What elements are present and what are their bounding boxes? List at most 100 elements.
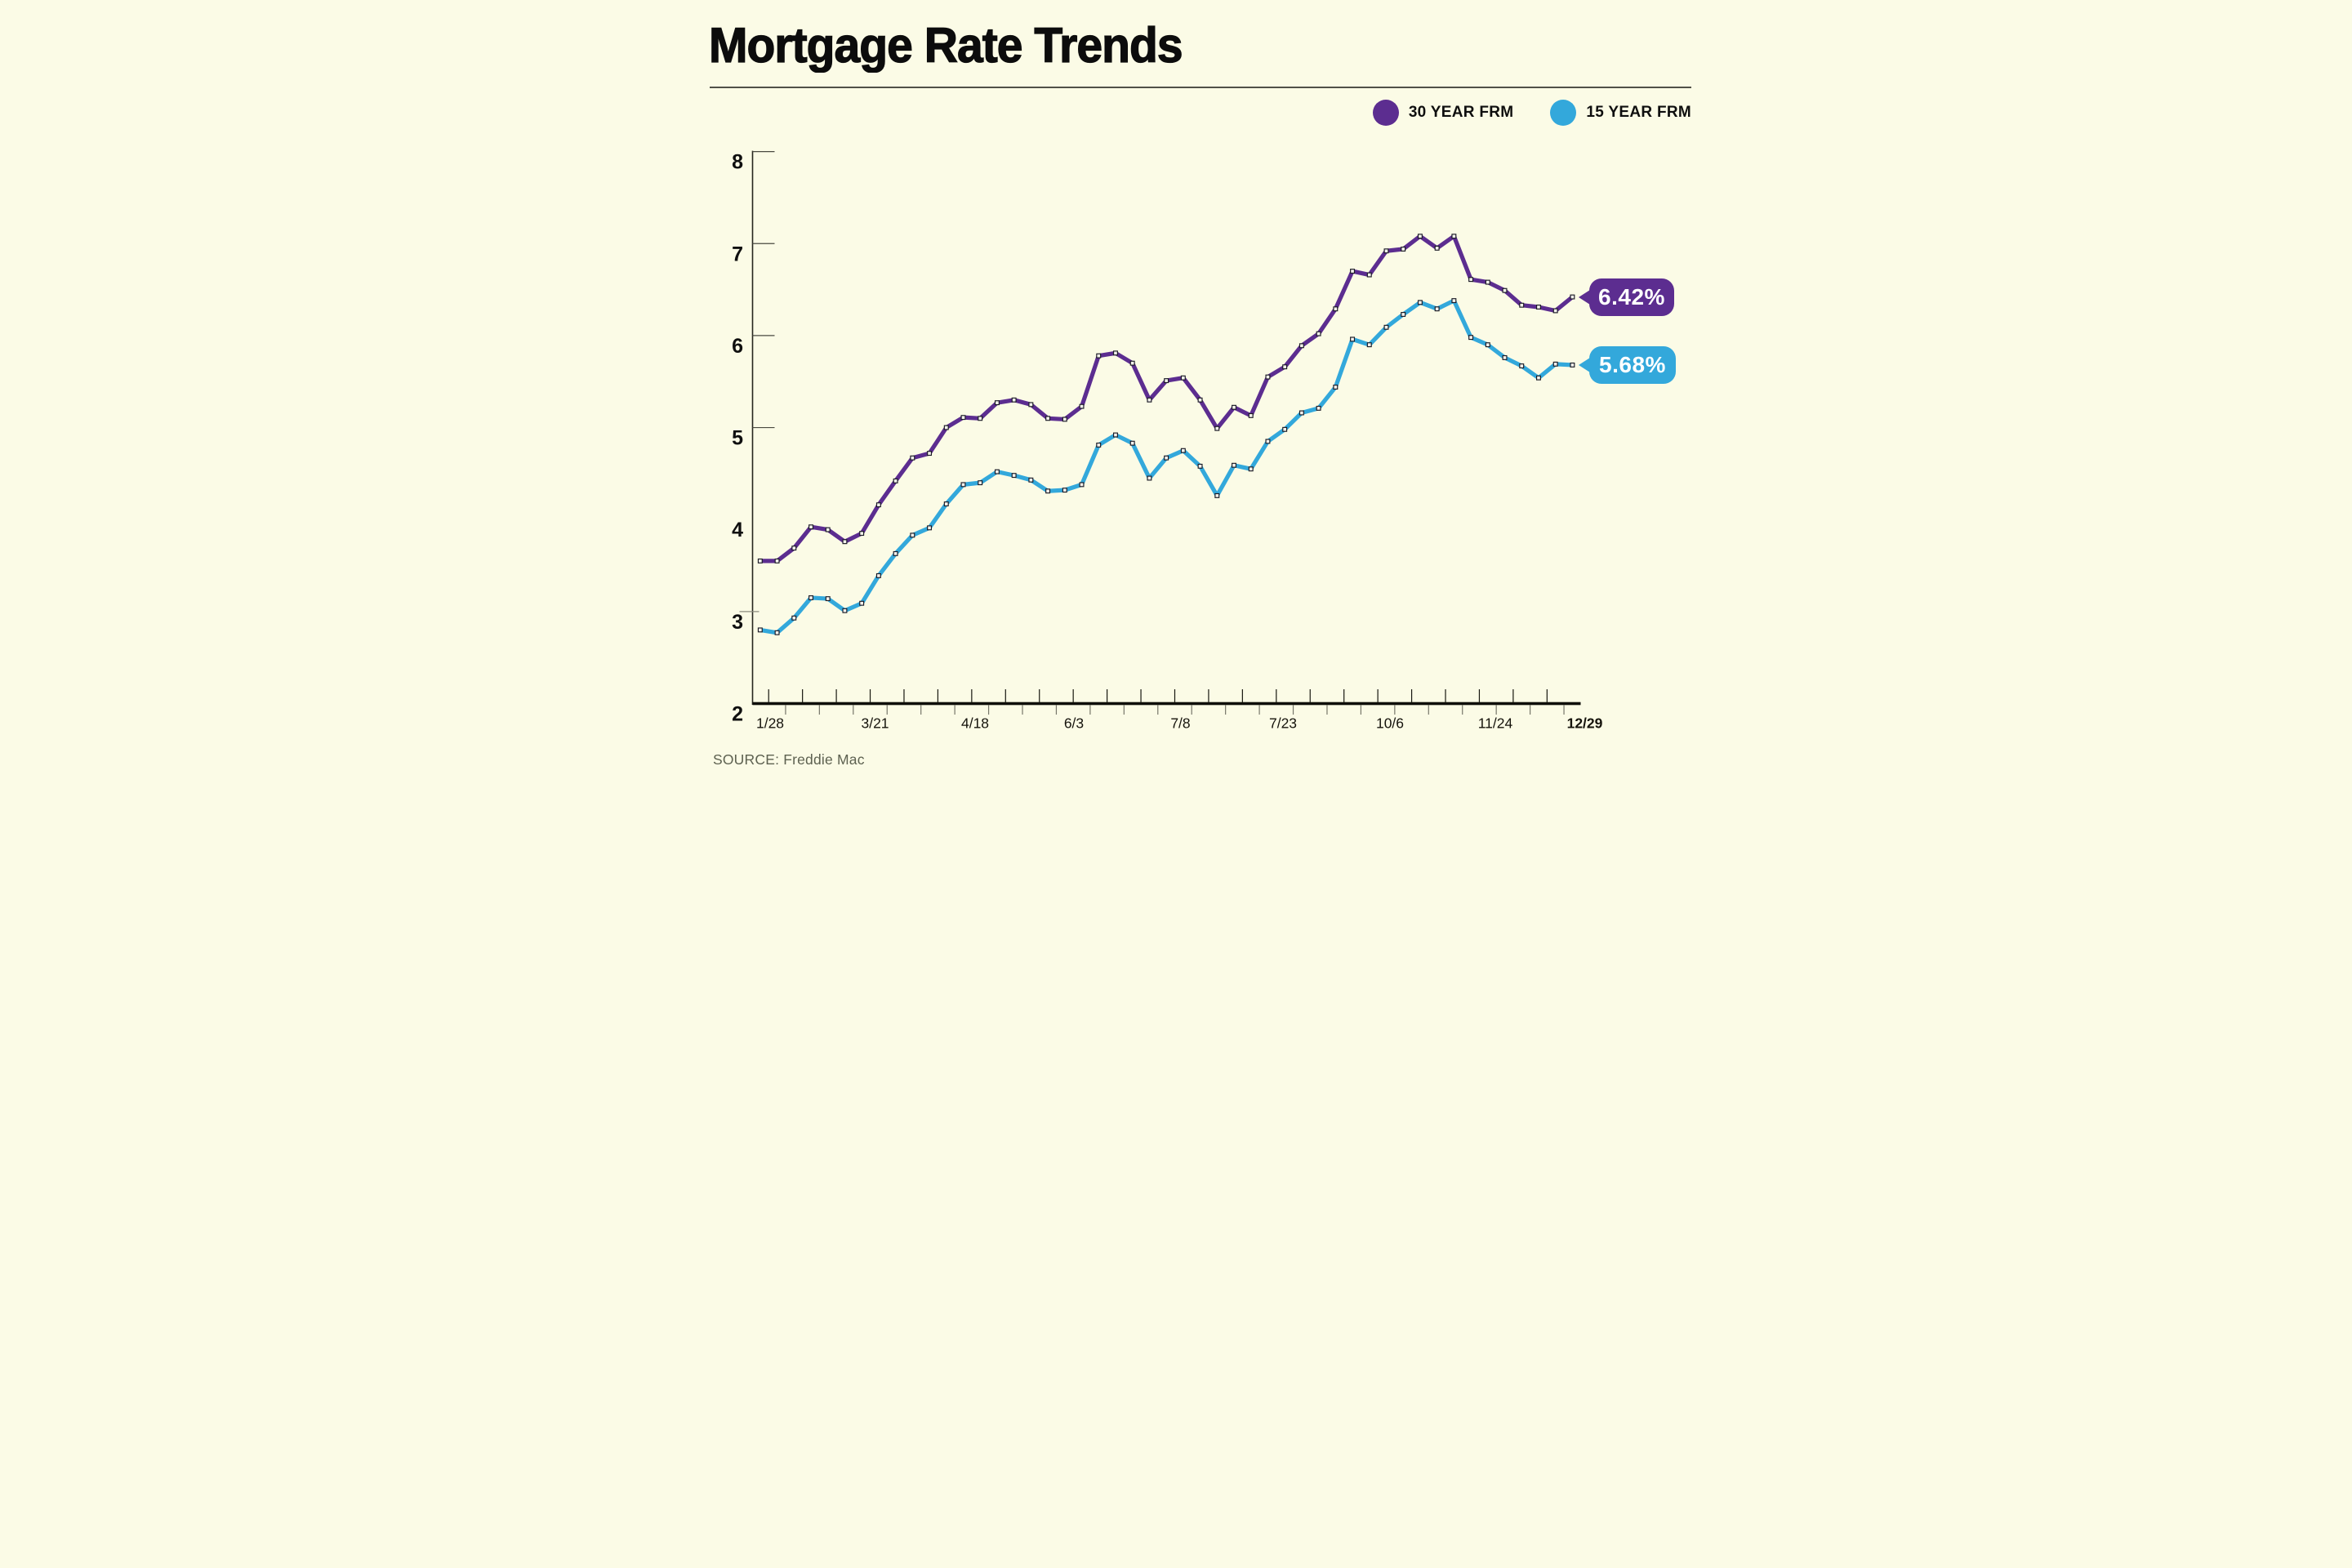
data-point-marker — [1045, 416, 1051, 421]
y-axis-label-8: 8 — [732, 151, 743, 174]
data-point-marker — [1401, 312, 1406, 317]
data-point-marker — [1316, 331, 1321, 336]
legend-dot-30-year-frm — [1372, 100, 1399, 126]
data-point-marker — [893, 550, 898, 556]
data-point-marker — [927, 451, 933, 457]
page-title: Mortgage Rate Trends — [708, 18, 1183, 73]
legend-label-15-year-frm: 15 YEAR FRM — [1586, 104, 1691, 121]
data-point-marker — [893, 478, 898, 483]
data-point-marker — [1011, 397, 1017, 403]
data-point-marker — [859, 600, 865, 606]
line-chart: 8 7 6 5 4 3 2 1/28 3/21 4/18 6/3 7/8 7/23 10/6 11/24 12… — [732, 150, 1603, 732]
data-point-marker — [1434, 245, 1440, 251]
series-line-15-year-frm — [758, 298, 1575, 635]
data-point-marker — [943, 425, 949, 430]
end-value-30-year-frm: 6.42% — [1598, 283, 1665, 310]
data-point-marker — [825, 596, 831, 602]
data-point-marker — [1164, 378, 1169, 384]
data-point-marker — [1282, 426, 1288, 432]
legend-dot-15-year-frm — [1550, 100, 1577, 126]
y-axis-label-2: 2 — [732, 703, 743, 726]
series-line-30-year-frm — [758, 234, 1575, 564]
data-point-marker — [1552, 361, 1558, 367]
badge-tail-icon — [1579, 289, 1590, 305]
data-point-marker — [875, 572, 881, 578]
data-point-marker — [1265, 374, 1271, 380]
x-tick-label-7/8: 7/8 — [1170, 715, 1190, 732]
data-point-marker — [1316, 405, 1321, 411]
data-point-marker — [1214, 492, 1220, 498]
x-tick-label-12/29: 12/29 — [1567, 715, 1603, 732]
legend-label-30-year-frm: 30 YEAR FRM — [1408, 104, 1514, 121]
x-tick-label-6/3: 6/3 — [1064, 715, 1084, 732]
data-point-marker — [994, 400, 1000, 406]
data-point-marker — [1350, 336, 1356, 342]
title-divider — [710, 87, 1691, 88]
data-point-marker — [1468, 277, 1474, 283]
data-point-marker — [1468, 335, 1474, 341]
data-point-marker — [1079, 482, 1085, 488]
x-tick-label-3/21: 3/21 — [861, 715, 889, 732]
data-point-marker — [1519, 363, 1525, 369]
data-point-marker — [1519, 302, 1525, 308]
data-point-marker — [1045, 488, 1051, 494]
x-tick-label-11/24: 11/24 — [1478, 715, 1513, 732]
data-point-marker — [808, 524, 813, 530]
legend-item-15-year-frm: 15 YEAR FRM — [1550, 100, 1691, 126]
data-point-marker — [1197, 397, 1203, 403]
data-point-marker — [1282, 364, 1288, 370]
source-note: SOURCE: Freddie Mac — [713, 751, 865, 768]
legend-item-30-year-frm: 30 YEAR FRM — [1372, 100, 1514, 126]
data-point-marker — [927, 525, 933, 531]
infographic: Mortgage Rate Trends 30 YEAR FRM 15 YEAR… — [588, 0, 1764, 784]
data-point-marker — [1366, 272, 1372, 278]
data-point-marker — [757, 558, 763, 564]
data-point-marker — [825, 527, 831, 532]
data-point-marker — [1570, 362, 1575, 368]
data-point-marker — [842, 608, 848, 613]
x-tick-label-4/18: 4/18 — [961, 715, 989, 732]
data-point-marker — [791, 546, 797, 551]
data-point-marker — [808, 595, 813, 600]
data-point-marker — [994, 469, 1000, 474]
data-point-marker — [842, 539, 848, 545]
data-point-marker — [1164, 455, 1169, 461]
y-axis-label-5: 5 — [732, 427, 743, 450]
data-point-marker — [1502, 287, 1508, 293]
data-point-marker — [791, 615, 797, 621]
data-point-marker — [1147, 397, 1152, 403]
data-point-marker — [1401, 247, 1406, 252]
x-axis-line — [752, 702, 1581, 706]
data-point-marker — [910, 532, 915, 538]
data-point-marker — [1197, 463, 1203, 469]
data-point-marker — [1079, 403, 1085, 409]
data-point-marker — [875, 502, 881, 508]
data-point-marker — [1350, 269, 1356, 274]
data-point-marker — [1417, 234, 1423, 239]
data-point-marker — [1214, 425, 1220, 431]
y-axis-label-4: 4 — [732, 519, 743, 541]
data-point-marker — [1535, 305, 1541, 310]
data-point-marker — [1248, 412, 1254, 418]
data-point-marker — [859, 531, 865, 537]
data-point-marker — [1011, 473, 1017, 479]
data-point-marker — [774, 630, 780, 635]
data-point-marker — [1028, 477, 1034, 483]
y-axis-label-6: 6 — [732, 335, 743, 358]
data-point-marker — [1062, 488, 1067, 493]
data-point-marker — [960, 415, 966, 421]
data-point-marker — [1434, 306, 1440, 312]
data-point-marker — [1248, 466, 1254, 472]
data-point-marker — [1485, 342, 1490, 348]
data-point-marker — [1112, 432, 1118, 438]
y-axis-label-3: 3 — [732, 611, 743, 634]
data-point-marker — [978, 480, 983, 486]
data-point-marker — [757, 627, 763, 633]
data-point-marker — [1451, 234, 1457, 239]
end-value-15-year-frm: 5.68% — [1599, 351, 1666, 377]
data-point-marker — [1147, 475, 1152, 481]
data-point-marker — [1502, 354, 1508, 360]
data-point-marker — [960, 482, 966, 488]
data-point-marker — [1062, 416, 1067, 422]
data-point-marker — [1333, 385, 1339, 390]
